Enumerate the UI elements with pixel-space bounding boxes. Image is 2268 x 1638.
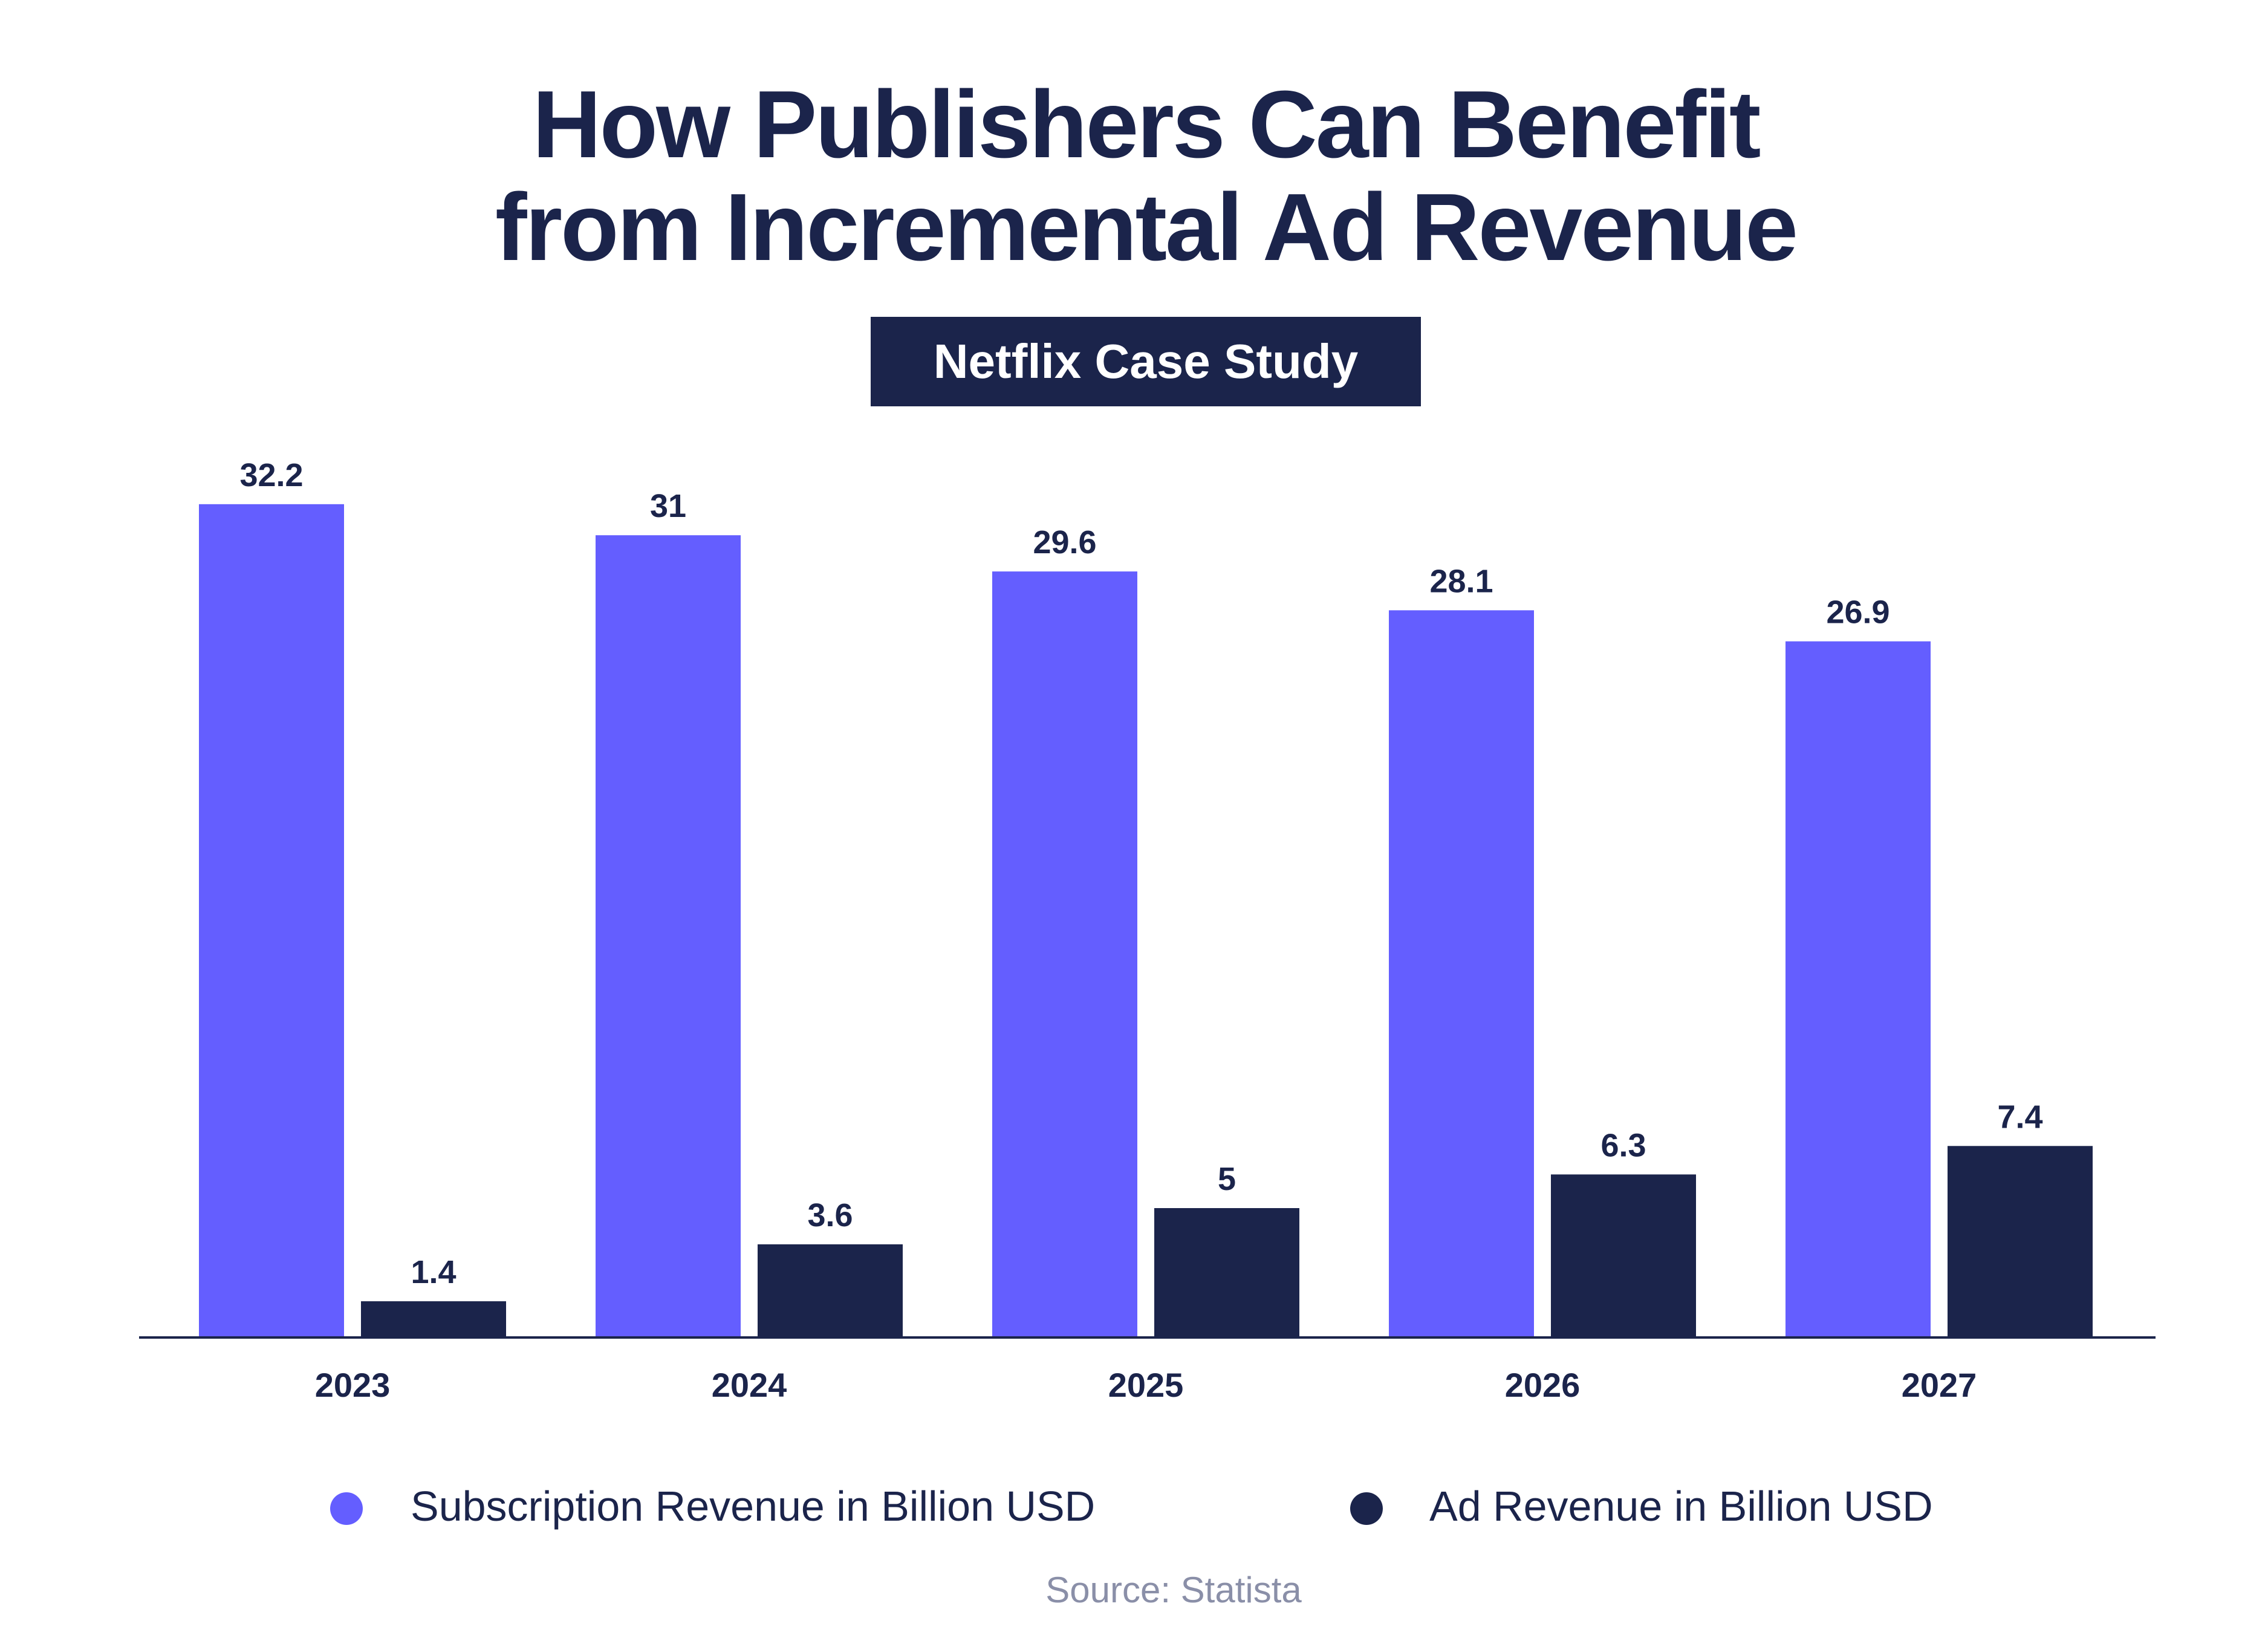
bar-subscription-2023 (199, 504, 344, 1337)
badge-background (871, 317, 1421, 406)
bar-subscription-2027 (1785, 641, 1931, 1337)
data-label-subscription-2023: 32.2 (239, 457, 303, 493)
bars-group: 32.2 1.4 31 3.6 29.6 5 28.1 6.3 26.9 7.4 (199, 457, 2093, 1338)
data-label-subscription-2025: 29.6 (1033, 524, 1096, 561)
legend-marker-subscription (330, 1492, 363, 1525)
bar-subscription-2024 (596, 535, 741, 1338)
x-tick-2023: 2023 (315, 1366, 391, 1404)
title-line-2: from Incremental Ad Revenue (495, 174, 1796, 281)
x-axis-ticks: 2023 2024 2025 2026 2027 (315, 1366, 1977, 1404)
data-label-ad-2026: 6.3 (1600, 1127, 1646, 1163)
data-label-subscription-2026: 28.1 (1429, 563, 1493, 599)
badge-label: Netflix Case Study (934, 334, 1359, 388)
x-tick-2026: 2026 (1505, 1366, 1581, 1404)
bar-ad-2023 (361, 1301, 506, 1337)
bar-ad-2026 (1551, 1174, 1696, 1337)
bar-subscription-2026 (1389, 610, 1534, 1337)
x-tick-2027: 2027 (1902, 1366, 1977, 1404)
legend-marker-ad (1350, 1492, 1383, 1525)
bar-ad-2024 (758, 1244, 903, 1337)
x-tick-2024: 2024 (712, 1366, 787, 1404)
data-label-ad-2025: 5 (1218, 1161, 1236, 1197)
data-label-subscription-2024: 31 (650, 488, 686, 524)
bar-ad-2027 (1948, 1146, 2093, 1337)
data-label-subscription-2027: 26.9 (1826, 594, 1889, 631)
source-note: Source: Statista (1045, 1570, 1302, 1610)
x-tick-2025: 2025 (1108, 1366, 1184, 1404)
data-label-ad-2024: 3.6 (807, 1197, 853, 1233)
data-label-ad-2027: 7.4 (1997, 1099, 2042, 1135)
bar-subscription-2025 (992, 571, 1137, 1337)
title-line-1: How Publishers Can Benefit (532, 71, 1759, 178)
bar-ad-2025 (1154, 1208, 1299, 1337)
legend-label-ad: Ad Revenue in Billion USD (1429, 1483, 1933, 1530)
legend-label-subscription: Subscription Revenue in Billion USD (411, 1483, 1095, 1530)
data-label-ad-2023: 1.4 (411, 1254, 456, 1290)
